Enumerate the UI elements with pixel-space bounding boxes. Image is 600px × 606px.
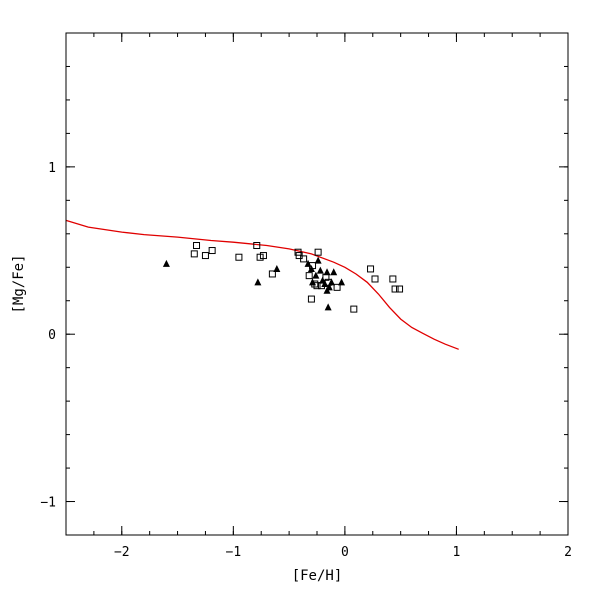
filled-triangle-point xyxy=(304,259,312,267)
y-tick-label: −1 xyxy=(40,496,56,511)
x-tick-label: 0 xyxy=(341,545,349,560)
open-square-point xyxy=(305,272,313,280)
open-square-point xyxy=(314,248,322,256)
filled-triangle-point xyxy=(338,278,346,286)
filled-triangle-point xyxy=(321,280,329,287)
open-square-point xyxy=(201,252,209,260)
filled-triangle-point xyxy=(309,278,317,286)
x-tick-label: 2 xyxy=(564,545,572,560)
open-square-point xyxy=(307,295,315,303)
open-square-point xyxy=(208,247,216,255)
open-square-point xyxy=(367,265,375,273)
open-square-point xyxy=(391,285,399,293)
filled-triangle-point xyxy=(324,303,332,311)
filled-triangle-point xyxy=(312,271,320,279)
open-square-point xyxy=(396,285,404,293)
plot-frame xyxy=(65,32,569,536)
y-axis-label: [Mg/Fe] xyxy=(11,254,27,313)
x-axis-label: [Fe/H] xyxy=(292,568,343,584)
open-square-point xyxy=(389,275,397,283)
x-tick-label: −1 xyxy=(226,545,242,560)
open-square-point xyxy=(253,242,261,250)
open-square-point xyxy=(235,253,243,261)
filled-triangle-point xyxy=(273,264,281,272)
y-tick-label: 1 xyxy=(48,161,56,176)
filled-triangle-point xyxy=(307,264,315,272)
filled-triangle-point xyxy=(162,259,170,267)
filled-triangle-point xyxy=(328,278,336,286)
x-tick-label: 1 xyxy=(453,545,461,560)
filled-triangle-point xyxy=(323,286,331,294)
open-square-point xyxy=(193,242,201,250)
data-points-layer xyxy=(162,242,404,313)
open-square-point xyxy=(259,252,267,260)
filled-triangle-point xyxy=(323,268,331,276)
axis-ticks xyxy=(65,32,569,536)
open-square-point xyxy=(333,283,341,291)
open-square-point xyxy=(350,305,358,313)
model-curve-layer xyxy=(65,219,459,350)
filled-triangle-point xyxy=(254,278,262,286)
filled-triangle-point xyxy=(314,256,322,264)
open-square-point xyxy=(268,270,276,278)
open-square-point xyxy=(190,250,198,258)
tick-labels: −2 −1 0 1 2 −1 0 1 xyxy=(40,161,572,560)
open-square-point xyxy=(313,282,321,290)
open-square-point xyxy=(300,255,308,263)
open-square-point xyxy=(371,275,379,283)
y-tick-label: 0 xyxy=(48,328,56,343)
filled-triangle-point xyxy=(316,266,324,274)
x-tick-label: −2 xyxy=(114,545,130,560)
filled-triangle-point xyxy=(330,268,338,276)
model-curve xyxy=(65,219,459,350)
